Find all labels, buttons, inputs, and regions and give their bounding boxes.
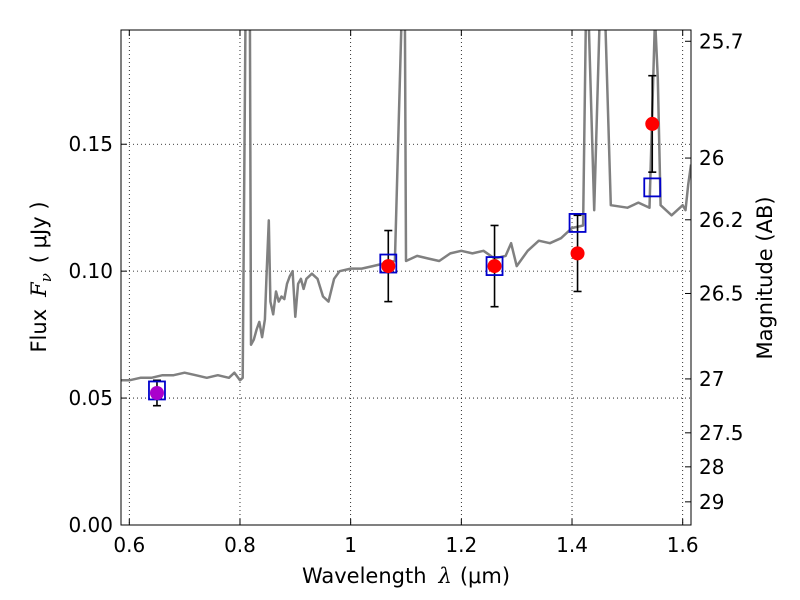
x-tick-label: 1.2: [445, 533, 477, 557]
magnitude-tick-label: 26: [699, 146, 724, 170]
points-layer: [148, 74, 662, 407]
magnitude-tick-labels: 25.7 26 26.2 26.5 27 27.5 28 29: [699, 29, 744, 514]
observed-point: [381, 259, 396, 274]
x-axis-label: Wavelength λ (μm): [302, 564, 510, 588]
y-tick-labels: 0.00 0.05 0.10 0.15: [68, 132, 113, 537]
y-tick-label: 0.15: [68, 132, 113, 156]
magnitude-tick-label: 27.5: [699, 421, 744, 445]
x-axis-label-text: Wavelength: [302, 564, 427, 588]
x-tick-labels: 0.6 0.8 1 1.2 1.4 1.6: [113, 533, 698, 557]
x-axis-label-symbol: λ: [438, 564, 452, 588]
spectrum-layer: [121, 30, 691, 382]
x-tick-label: 1: [344, 533, 357, 557]
magnitude-tick-label: 27: [699, 367, 724, 391]
x-tick-label: 0.8: [224, 533, 256, 557]
x-axis-label-unit: (μm): [460, 564, 510, 588]
ticks: [121, 30, 691, 526]
magnitude-tick-label: 26.5: [699, 281, 744, 305]
y-tick-label: 0.00: [68, 513, 113, 537]
x-tick-label: 1.4: [556, 533, 588, 557]
magnitude-tick-label: 25.7: [699, 29, 744, 53]
magnitude-axis-label: Magnitude (AB): [753, 196, 777, 359]
plot-frame: [120, 29, 692, 526]
magnitude-tick-label: 29: [699, 490, 724, 514]
x-tick-label: 1.6: [667, 533, 699, 557]
observed-point: [487, 259, 502, 274]
model-point: [643, 177, 662, 198]
observed-point: [149, 386, 164, 400]
magnitude-tick-label: 28: [699, 455, 724, 479]
y-axis-label-unit: ( μJy ): [27, 201, 51, 263]
y-axis-label-text: Flux: [27, 309, 51, 353]
model-point: [485, 256, 504, 276]
x-tick-label: 0.6: [113, 533, 145, 557]
y-tick-label: 0.10: [68, 259, 113, 283]
y-axis-label-symbol: F: [27, 281, 51, 298]
y-axis-label: Flux Fν ( μJy ): [27, 201, 55, 352]
y-tick-label: 0.05: [68, 386, 113, 410]
observed-point: [570, 246, 585, 261]
y-axis-label-subscript: ν: [37, 273, 55, 282]
model-point: [568, 213, 587, 233]
magnitude-tick-label: 26.2: [699, 208, 744, 232]
observed-point: [645, 116, 660, 131]
spectrum-line: [121, 30, 691, 382]
